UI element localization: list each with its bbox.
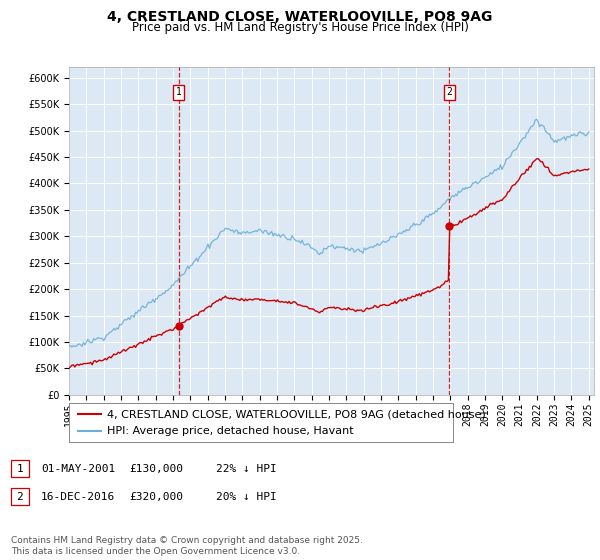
Text: 1: 1 bbox=[16, 464, 23, 474]
Text: Price paid vs. HM Land Registry's House Price Index (HPI): Price paid vs. HM Land Registry's House … bbox=[131, 21, 469, 34]
Text: 1: 1 bbox=[176, 87, 182, 97]
Text: Contains HM Land Registry data © Crown copyright and database right 2025.
This d: Contains HM Land Registry data © Crown c… bbox=[11, 536, 362, 556]
Text: 20% ↓ HPI: 20% ↓ HPI bbox=[216, 492, 277, 502]
Text: 4, CRESTLAND CLOSE, WATERLOOVILLE, PO8 9AG (detached house): 4, CRESTLAND CLOSE, WATERLOOVILLE, PO8 9… bbox=[107, 409, 486, 419]
Text: £320,000: £320,000 bbox=[129, 492, 183, 502]
Text: 22% ↓ HPI: 22% ↓ HPI bbox=[216, 464, 277, 474]
Text: 01-MAY-2001: 01-MAY-2001 bbox=[41, 464, 115, 474]
Text: HPI: Average price, detached house, Havant: HPI: Average price, detached house, Hava… bbox=[107, 426, 354, 436]
Text: £130,000: £130,000 bbox=[129, 464, 183, 474]
Text: 16-DEC-2016: 16-DEC-2016 bbox=[41, 492, 115, 502]
Text: 2: 2 bbox=[446, 87, 452, 97]
Text: 2: 2 bbox=[16, 492, 23, 502]
Text: 4, CRESTLAND CLOSE, WATERLOOVILLE, PO8 9AG: 4, CRESTLAND CLOSE, WATERLOOVILLE, PO8 9… bbox=[107, 10, 493, 24]
